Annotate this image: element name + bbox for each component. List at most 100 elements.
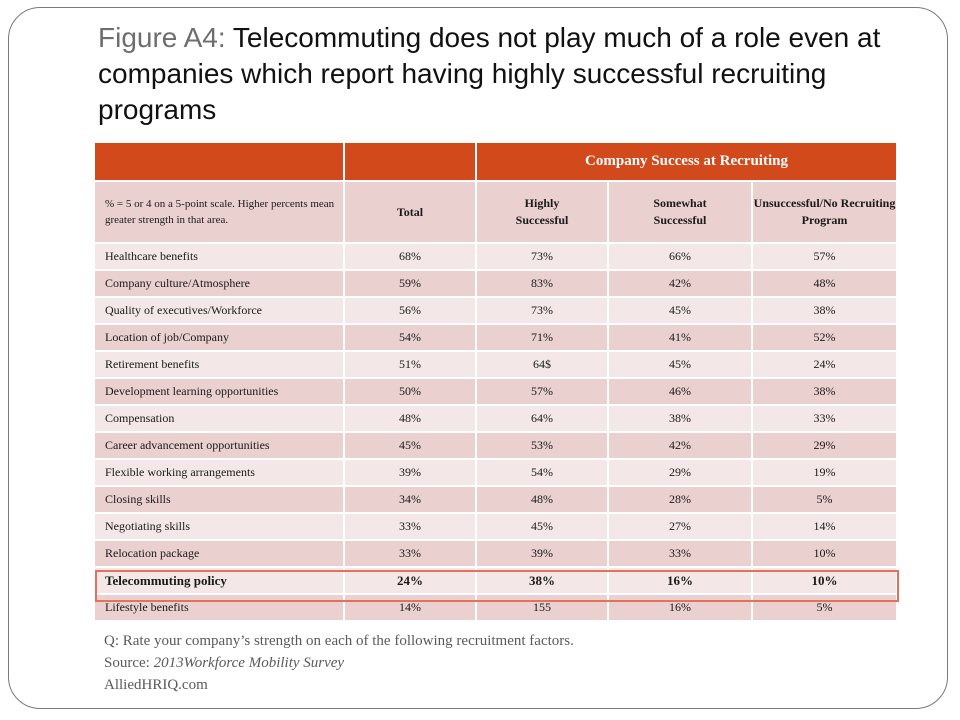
column-header-highly-successful: Highly Successful [476, 181, 609, 244]
value-cell-highly: 39% [476, 540, 609, 568]
column-header-total: Total [344, 181, 477, 244]
factor-cell: Company culture/Atmosphere [95, 270, 345, 298]
value-cell-somewhat: 46% [608, 378, 753, 406]
value-cell-unsuccessful: 5% [752, 486, 897, 514]
slide-frame [8, 7, 948, 709]
value-cell-highly: 38% [476, 567, 609, 595]
value-cell-highly: 71% [476, 324, 609, 352]
value-cell-highly: 73% [476, 297, 609, 325]
value-cell-total: 59% [344, 270, 477, 298]
value-cell-highly: 83% [476, 270, 609, 298]
survey-question: Q: Rate your company’s strength on each … [104, 633, 574, 649]
value-cell-highly: 64% [476, 405, 609, 433]
factor-cell: Relocation package [95, 540, 345, 568]
value-cell-total: 48% [344, 405, 477, 433]
value-cell-somewhat: 45% [608, 351, 753, 379]
header-empty-cell [344, 143, 477, 182]
value-cell-somewhat: 45% [608, 297, 753, 325]
site-credit: AlliedHRIQ.com [104, 677, 208, 693]
factor-cell: Career advancement opportunities [95, 432, 345, 460]
value-cell-somewhat: 28% [608, 486, 753, 514]
factor-cell: Flexible working arrangements [95, 459, 345, 487]
value-cell-unsuccessful: 48% [752, 270, 897, 298]
table-row: Compensation 48% 64% 38% 33% [95, 405, 897, 433]
value-cell-total: 34% [344, 486, 477, 514]
table-column-header-row: % = 5 or 4 on a 5-point scale. Higher pe… [95, 181, 897, 244]
value-cell-unsuccessful: 10% [752, 567, 897, 595]
footer: Q: Rate your company’s strength on each … [104, 630, 574, 696]
factor-cell: Lifestyle benefits [95, 594, 345, 622]
table-row: Negotiating skills 33% 45% 27% 14% [95, 513, 897, 541]
value-cell-unsuccessful: 24% [752, 351, 897, 379]
table-body: Healthcare benefits 68% 73% 66% 57% Company c… [95, 243, 897, 622]
value-cell-highly: 45% [476, 513, 609, 541]
table-row: Career advancement opportunities 45% 53% 42… [95, 432, 897, 460]
value-cell-total: 56% [344, 297, 477, 325]
source-name: 2013Workforce Mobility Survey [153, 655, 345, 671]
column-header-highly-successful-label: Highly Successful [515, 196, 569, 227]
value-cell-unsuccessful: 5% [752, 594, 897, 622]
value-cell-highly: 155 [476, 594, 609, 622]
value-cell-unsuccessful: 10% [752, 540, 897, 568]
table-row: Quality of executives/Workforce 56% 73% 45%… [95, 297, 897, 325]
page-title: Figure A4: Telecommuting does not play m… [98, 20, 898, 128]
value-cell-unsuccessful: 38% [752, 378, 897, 406]
value-cell-somewhat: 29% [608, 459, 753, 487]
factor-cell: Quality of executives/Workforce [95, 297, 345, 325]
value-cell-somewhat: 38% [608, 405, 753, 433]
value-cell-highly: 57% [476, 378, 609, 406]
value-cell-somewhat: 16% [608, 567, 753, 595]
value-cell-somewhat: 42% [608, 270, 753, 298]
value-cell-somewhat: 66% [608, 243, 753, 271]
value-cell-unsuccessful: 52% [752, 324, 897, 352]
value-cell-highly: 73% [476, 243, 609, 271]
value-cell-total: 54% [344, 324, 477, 352]
value-cell-total: 51% [344, 351, 477, 379]
value-cell-unsuccessful: 14% [752, 513, 897, 541]
value-cell-total: 45% [344, 432, 477, 460]
factor-cell: Healthcare benefits [95, 243, 345, 271]
recruiting-factors-table: Company Success at Recruiting % = 5 or 4… [95, 143, 897, 622]
table-row: Lifestyle benefits 14% 155 16% 5% [95, 594, 897, 622]
value-cell-unsuccessful: 33% [752, 405, 897, 433]
value-cell-somewhat: 42% [608, 432, 753, 460]
title-text: Telecommuting does not play much of a ro… [98, 22, 881, 125]
column-header-unsuccessful: Unsuccessful/No Recruiting Program [752, 181, 897, 244]
table-row: Flexible working arrangements 39% 54% 29% 19… [95, 459, 897, 487]
value-cell-total: 68% [344, 243, 477, 271]
factor-cell: Development learning opportunities [95, 378, 345, 406]
factor-cell: Compensation [95, 405, 345, 433]
value-cell-unsuccessful: 29% [752, 432, 897, 460]
table-row: Closing skills 34% 48% 28% 5% [95, 486, 897, 514]
value-cell-total: 39% [344, 459, 477, 487]
scale-note: % = 5 or 4 on a 5-point scale. Higher pe… [95, 181, 345, 244]
factor-cell: Negotiating skills [95, 513, 345, 541]
source-label: Source: [104, 655, 154, 671]
value-cell-highly: 48% [476, 486, 609, 514]
factor-cell: Retirement benefits [95, 351, 345, 379]
factor-cell: Location of job/Company [95, 324, 345, 352]
table-group-header-row: Company Success at Recruiting [95, 143, 897, 182]
value-cell-unsuccessful: 19% [752, 459, 897, 487]
value-cell-total: 14% [344, 594, 477, 622]
table-row: Location of job/Company 54% 71% 41% 52% [95, 324, 897, 352]
value-cell-highly: 64$ [476, 351, 609, 379]
table-row: Telecommuting policy 24% 38% 16% 10% [95, 567, 897, 595]
table-row: Relocation package 33% 39% 33% 10% [95, 540, 897, 568]
table-row: Retirement benefits 51% 64$ 45% 24% [95, 351, 897, 379]
column-header-somewhat-successful: Somewhat Successful [608, 181, 753, 244]
value-cell-total: 33% [344, 540, 477, 568]
source-line: Source: 2013Workforce Mobility Survey [104, 652, 574, 674]
value-cell-highly: 54% [476, 459, 609, 487]
value-cell-highly: 53% [476, 432, 609, 460]
factor-cell: Closing skills [95, 486, 345, 514]
table-row: Development learning opportunities 50% 57%… [95, 378, 897, 406]
group-header-company-success: Company Success at Recruiting [476, 143, 897, 182]
table-row: Healthcare benefits 68% 73% 66% 57% [95, 243, 897, 271]
header-empty-cell [95, 143, 345, 182]
value-cell-total: 50% [344, 378, 477, 406]
value-cell-unsuccessful: 57% [752, 243, 897, 271]
value-cell-somewhat: 41% [608, 324, 753, 352]
column-header-somewhat-successful-label: Somewhat Successful [653, 196, 707, 227]
factor-cell: Telecommuting policy [95, 567, 345, 595]
